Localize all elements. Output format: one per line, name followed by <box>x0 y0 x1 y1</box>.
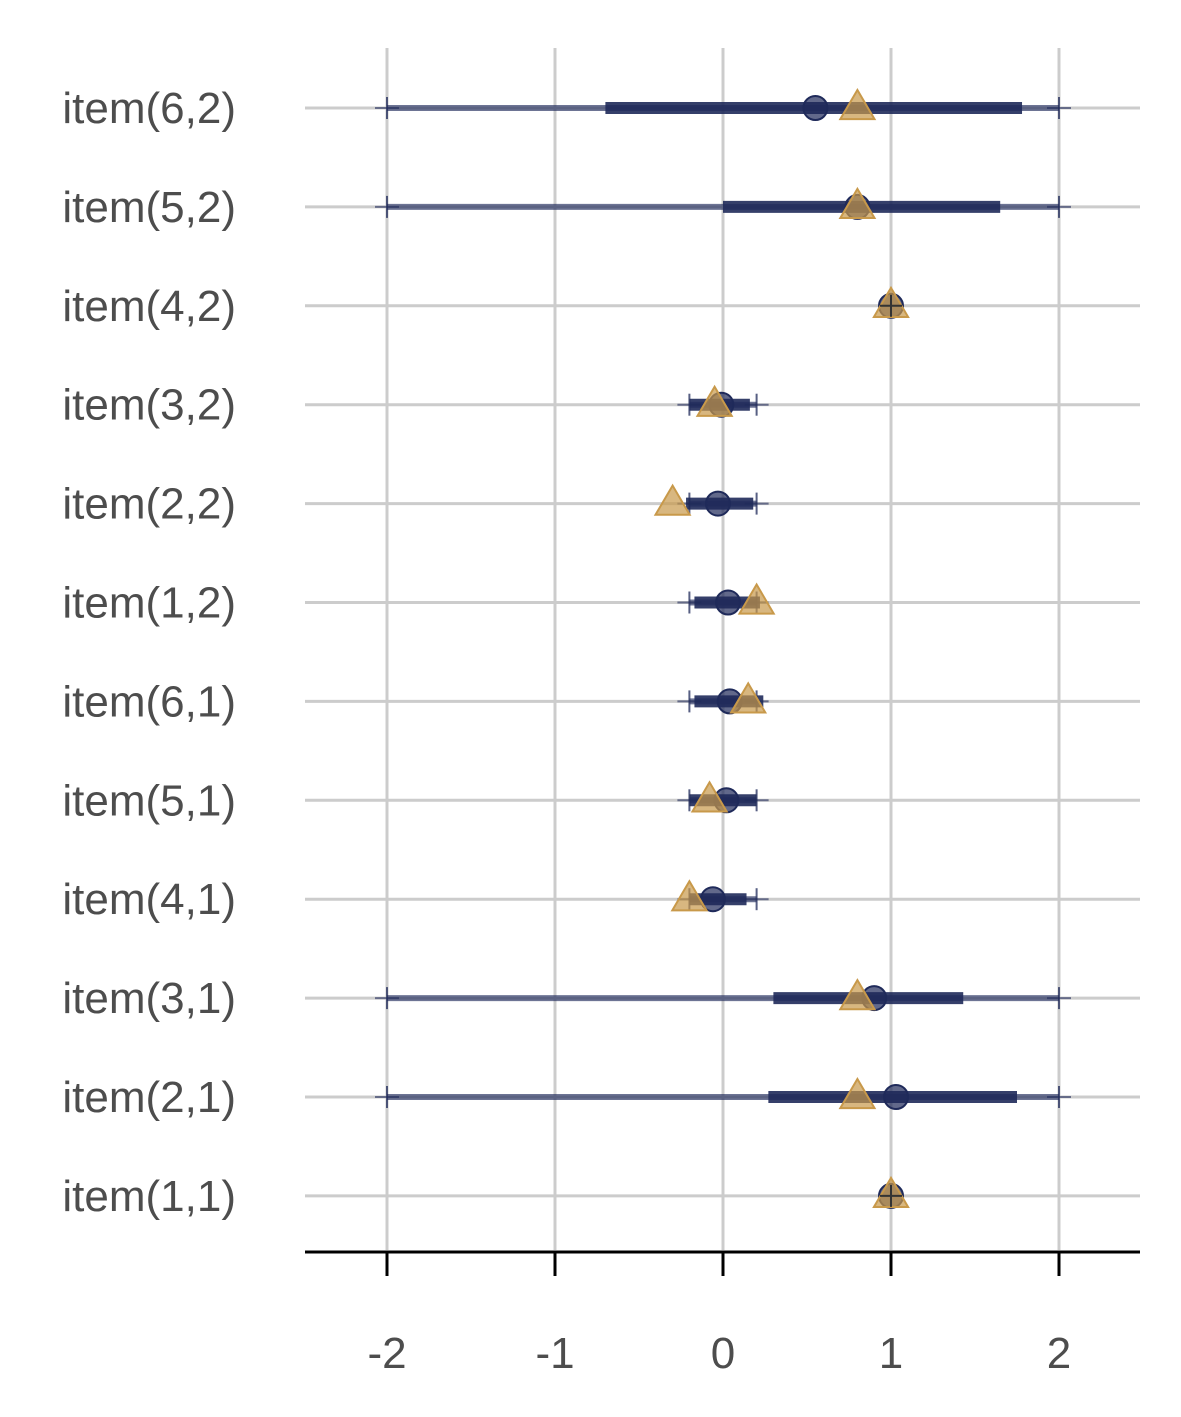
estimate-point <box>715 589 742 616</box>
y-tick-label: item(6,1) <box>62 677 236 726</box>
x-tick-label: 2 <box>1047 1329 1071 1378</box>
estimate-point <box>802 95 829 121</box>
reference-point <box>690 780 729 813</box>
reference-point <box>737 582 776 615</box>
x-tick-label: -2 <box>367 1329 406 1378</box>
y-tick-label: item(4,2) <box>62 282 236 331</box>
grid-layer <box>305 48 1140 1250</box>
x-tick-label: 0 <box>711 1329 735 1378</box>
reference-point <box>838 88 877 121</box>
y-tick-label: item(1,1) <box>62 1172 236 1221</box>
x-axis: -2 -1 0 1 2 <box>305 1250 1140 1378</box>
chart-marks <box>375 88 1071 1209</box>
y-tick-label: item(2,2) <box>62 480 236 529</box>
y-tick-label: item(5,1) <box>62 776 236 825</box>
reference-point <box>838 186 877 220</box>
reference-point <box>838 978 877 1011</box>
y-tick-label: item(4,1) <box>62 875 236 924</box>
estimate-point <box>883 1084 910 1110</box>
reference-point <box>729 681 768 714</box>
x-tick-label: -1 <box>535 1329 574 1378</box>
y-tick-label: item(3,1) <box>62 974 236 1023</box>
reference-point <box>653 483 692 516</box>
reference-point <box>838 1077 877 1110</box>
y-tick-label: item(1,2) <box>62 579 236 628</box>
y-tick-label: item(5,2) <box>62 183 236 232</box>
x-tick-label: 1 <box>879 1329 903 1378</box>
estimate-point <box>704 490 731 517</box>
reference-point <box>695 384 734 417</box>
y-axis-labels: item(6,2) item(5,2) item(4,2) item(3,2) item… <box>62 84 236 1221</box>
reference-point <box>670 879 709 912</box>
y-tick-label: item(6,2) <box>62 84 236 133</box>
y-tick-label: item(2,1) <box>62 1073 236 1122</box>
y-tick-label: item(3,2) <box>62 381 236 430</box>
